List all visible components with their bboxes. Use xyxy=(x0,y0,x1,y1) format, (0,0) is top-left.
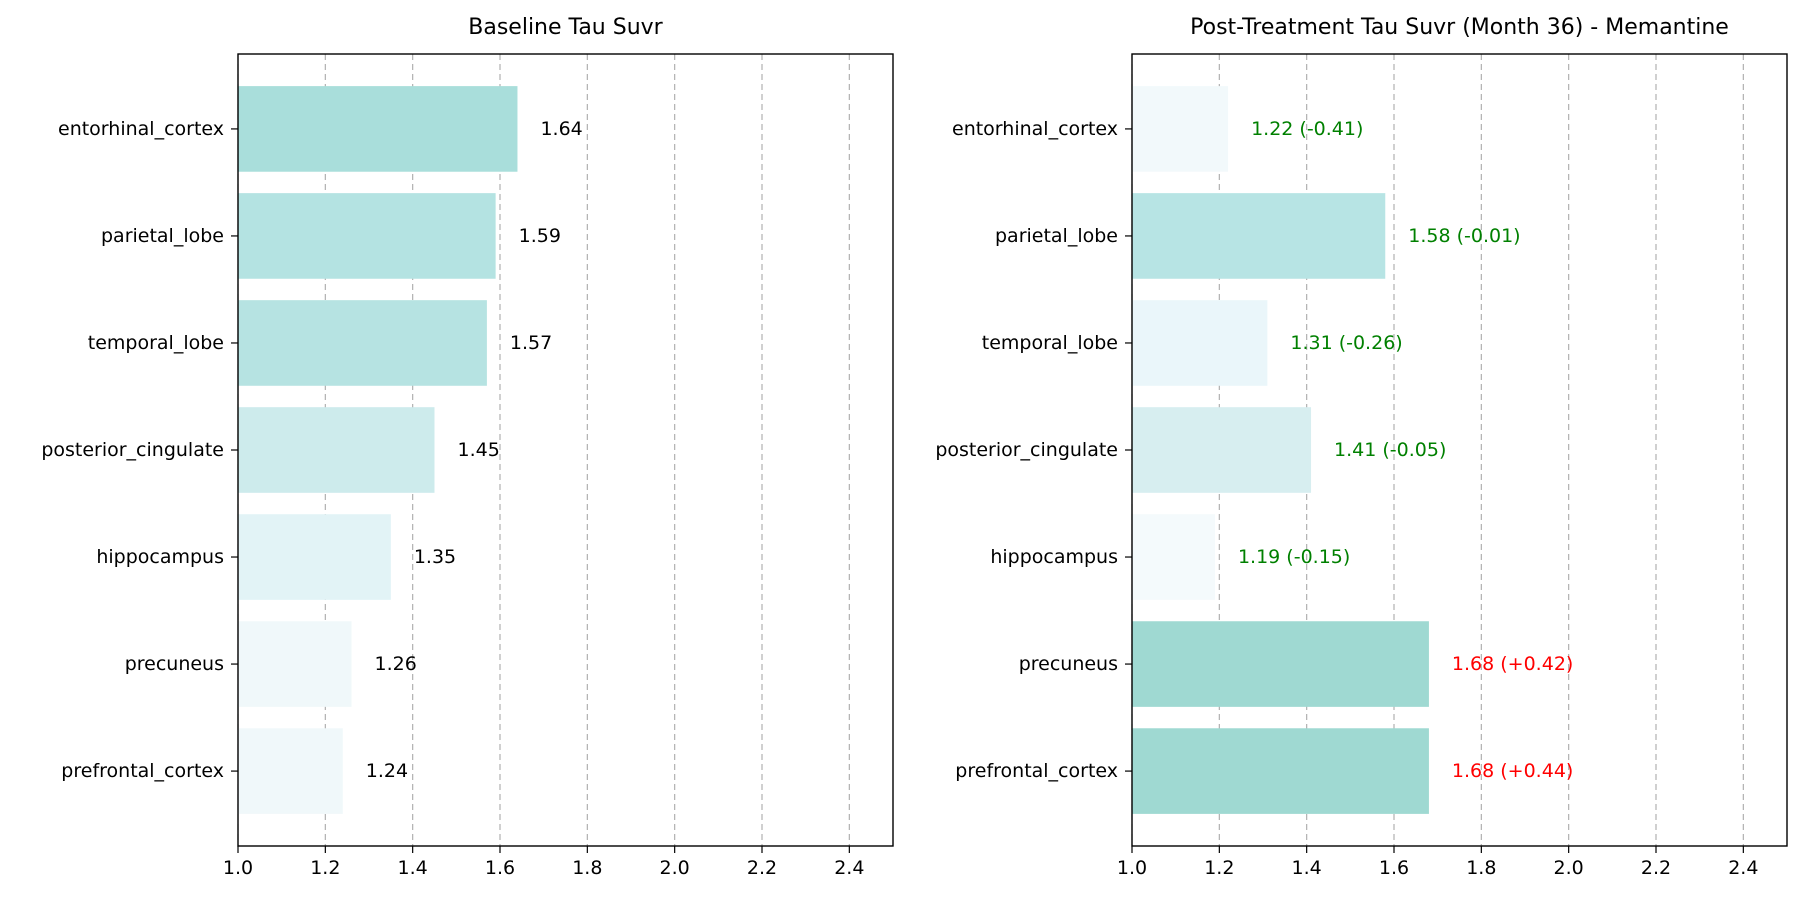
bar-prefrontal_cortex xyxy=(238,728,343,814)
x-tick-label: 1.4 xyxy=(398,857,428,879)
y-tick-label-precuneus: precuneus xyxy=(125,653,224,675)
y-tick-label-hippocampus: hippocampus xyxy=(96,546,224,568)
bar-posterior_cingulate xyxy=(1132,407,1312,493)
y-tick-label-prefrontal_cortex: prefrontal_cortex xyxy=(61,760,224,782)
x-tick-label: 2.2 xyxy=(1641,857,1671,879)
x-tick-label: 1.8 xyxy=(572,857,602,879)
x-tick-label: 1.2 xyxy=(310,857,340,879)
x-tick-label: 1.0 xyxy=(223,857,253,879)
value-label-hippocampus: 1.35 xyxy=(414,546,456,568)
value-label-parietal_lobe: 1.58 (-0.01) xyxy=(1408,225,1520,247)
value-label-precuneus: 1.26 xyxy=(375,653,417,675)
value-label-parietal_lobe: 1.59 xyxy=(519,225,561,247)
y-tick-label-hippocampus: hippocampus xyxy=(990,546,1118,568)
x-tick-label: 2.4 xyxy=(834,857,864,879)
x-tick-label: 1.6 xyxy=(1379,857,1409,879)
chart-title: Baseline Tau Suvr xyxy=(468,15,663,40)
y-tick-label-prefrontal_cortex: prefrontal_cortex xyxy=(955,760,1118,782)
value-label-entorhinal_cortex: 1.22 (-0.41) xyxy=(1251,118,1363,140)
x-tick-label: 1.4 xyxy=(1292,857,1322,879)
baseline-panel: 1.64 1.59 1.57 1.45 1.35 1.26 1.24 entorhinal_c… xyxy=(41,15,894,879)
bar-hippocampus xyxy=(238,514,391,600)
y-tick-label-entorhinal_cortex: entorhinal_cortex xyxy=(952,118,1118,140)
value-label-temporal_lobe: 1.31 (-0.26) xyxy=(1290,332,1402,354)
bar-parietal_lobe xyxy=(238,193,496,279)
bar-precuneus xyxy=(238,621,352,707)
bar-temporal_lobe xyxy=(1132,300,1268,386)
x-tick-label: 2.0 xyxy=(660,857,690,879)
x-tick-label: 2.0 xyxy=(1554,857,1584,879)
y-tick-label-parietal_lobe: parietal_lobe xyxy=(995,225,1118,247)
bar-posterior_cingulate xyxy=(238,407,435,493)
x-tick-label: 1.8 xyxy=(1466,857,1496,879)
y-tick-label-posterior_cingulate: posterior_cingulate xyxy=(41,439,224,461)
value-label-entorhinal_cortex: 1.64 xyxy=(540,118,582,140)
bar-entorhinal_cortex xyxy=(1132,86,1229,172)
chart-title: Post-Treatment Tau Suvr (Month 36) - Mem… xyxy=(1190,15,1729,40)
value-label-precuneus: 1.68 (+0.42) xyxy=(1452,653,1573,675)
post-treatment-panel: 1.22 (-0.41)1.58 (-0.01)1.31 (-0.26)1.41… xyxy=(935,15,1788,879)
bar-entorhinal_cortex xyxy=(238,86,518,172)
bar-precuneus xyxy=(1132,621,1429,707)
y-tick-label-parietal_lobe: parietal_lobe xyxy=(101,225,224,247)
x-tick-label: 1.0 xyxy=(1117,857,1147,879)
x-tick-label: 1.2 xyxy=(1204,857,1234,879)
y-tick-label-temporal_lobe: temporal_lobe xyxy=(982,332,1118,354)
x-tick-label: 2.2 xyxy=(747,857,777,879)
value-label-prefrontal_cortex: 1.24 xyxy=(366,760,408,782)
y-tick-label-entorhinal_cortex: entorhinal_cortex xyxy=(58,118,224,140)
y-tick-label-posterior_cingulate: posterior_cingulate xyxy=(935,439,1118,461)
x-tick-label: 2.4 xyxy=(1728,857,1758,879)
x-tick-label: 1.6 xyxy=(485,857,515,879)
bar-prefrontal_cortex xyxy=(1132,728,1429,814)
value-label-posterior_cingulate: 1.41 (-0.05) xyxy=(1334,439,1446,461)
value-label-temporal_lobe: 1.57 xyxy=(510,332,552,354)
value-label-hippocampus: 1.19 (-0.15) xyxy=(1238,546,1350,568)
bar-parietal_lobe xyxy=(1132,193,1386,279)
value-label-prefrontal_cortex: 1.68 (+0.44) xyxy=(1452,760,1573,782)
bar-hippocampus xyxy=(1132,514,1215,600)
y-tick-label-temporal_lobe: temporal_lobe xyxy=(88,332,224,354)
value-label-posterior_cingulate: 1.45 xyxy=(458,439,500,461)
bar-temporal_lobe xyxy=(238,300,487,386)
y-tick-label-precuneus: precuneus xyxy=(1019,653,1118,675)
